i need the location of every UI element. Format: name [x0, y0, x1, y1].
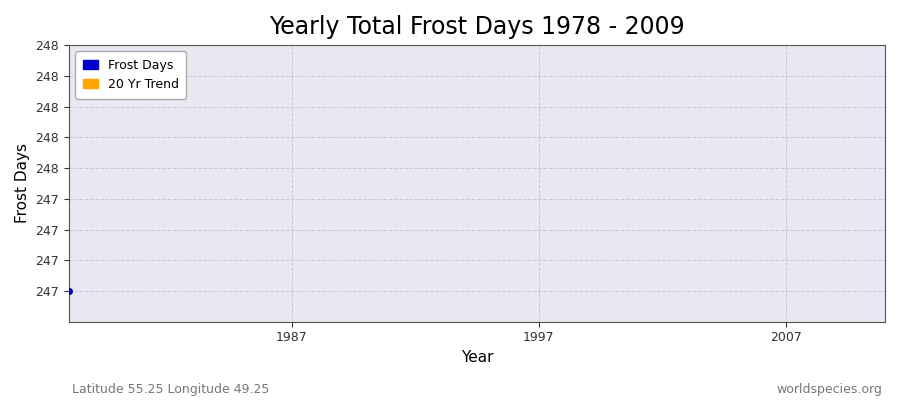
Y-axis label: Frost Days: Frost Days — [15, 144, 30, 224]
X-axis label: Year: Year — [461, 350, 493, 365]
Text: worldspecies.org: worldspecies.org — [776, 383, 882, 396]
Title: Yearly Total Frost Days 1978 - 2009: Yearly Total Frost Days 1978 - 2009 — [269, 15, 685, 39]
Text: Latitude 55.25 Longitude 49.25: Latitude 55.25 Longitude 49.25 — [72, 383, 269, 396]
Legend: Frost Days, 20 Yr Trend: Frost Days, 20 Yr Trend — [76, 51, 186, 99]
